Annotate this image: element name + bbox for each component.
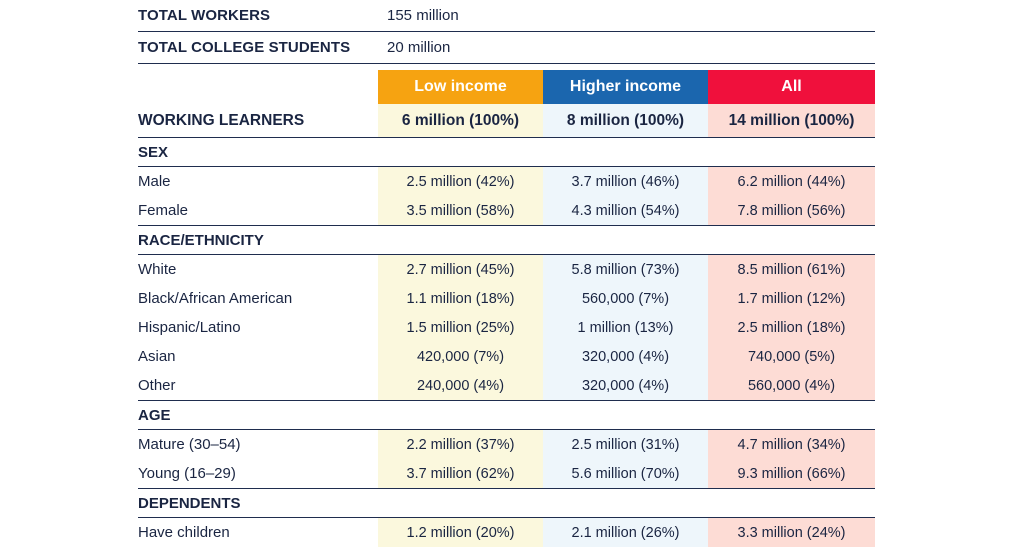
cell-low-income: 240,000 (4%) xyxy=(378,371,543,400)
total-college-students-row: TOTAL COLLEGE STUDENTS 20 million xyxy=(138,32,875,64)
row-label: Have children xyxy=(138,524,230,541)
cell-all: 7.8 million (56%) xyxy=(708,196,875,225)
total-workers-label: TOTAL WORKERS xyxy=(138,7,271,24)
cell-higher-income: 2.5 million (31%) xyxy=(543,430,708,459)
section-header: DEPENDENTS xyxy=(138,488,875,518)
cell-low-income: 1.1 million (18%) xyxy=(378,284,543,313)
cell-low-income: 6 million (100%) xyxy=(378,104,543,137)
cell-higher-income: 4.3 million (54%) xyxy=(543,196,708,225)
cell-all: 8.5 million (61%) xyxy=(708,255,875,284)
section-header: RACE/ETHNICITY xyxy=(138,225,875,255)
total-college-students-label: TOTAL COLLEGE STUDENTS xyxy=(138,39,351,56)
table-row: Black/African American 1.1 million (18%) 5… xyxy=(138,284,875,313)
cell-low-income: 420,000 (7%) xyxy=(378,342,543,371)
row-label: Other xyxy=(138,377,176,394)
table-row: Hispanic/Latino 1.5 million (25%) 1 millio… xyxy=(138,313,875,342)
cell-all: 2.5 million (18%) xyxy=(708,313,875,342)
cell-higher-income: 1 million (13%) xyxy=(543,313,708,342)
cell-higher-income: 560,000 (7%) xyxy=(543,284,708,313)
total-workers-value: 155 million xyxy=(387,7,459,24)
cell-all: 4.7 million (34%) xyxy=(708,430,875,459)
column-header-row: Low income Higher income All xyxy=(138,70,875,104)
cell-all: 9.3 million (66%) xyxy=(708,459,875,488)
section-header: SEX xyxy=(138,137,875,167)
total-workers-row: TOTAL WORKERS 155 million xyxy=(138,0,875,32)
row-label: White xyxy=(138,261,177,278)
cell-higher-income: 320,000 (4%) xyxy=(543,371,708,400)
working-learners-row: WORKING LEARNERS 6 million (100%) 8 mill… xyxy=(138,104,875,137)
table-row: Other 240,000 (4%) 320,000 (4%) 560,000 (4%… xyxy=(138,371,875,400)
column-header-all: All xyxy=(708,70,875,104)
row-label: Young (16–29) xyxy=(138,465,236,482)
table-row: Mature (30–54) 2.2 million (37%) 2.5 milli… xyxy=(138,430,875,459)
cell-low-income: 3.7 million (62%) xyxy=(378,459,543,488)
column-header-low-income: Low income xyxy=(378,70,543,104)
cell-low-income: 1.2 million (20%) xyxy=(378,518,543,547)
working-learners-table: TOTAL WORKERS 155 million TOTAL COLLEGE … xyxy=(138,0,875,547)
table-row: Have children 1.2 million (20%) 2.1 millio… xyxy=(138,518,875,547)
cell-all: 3.3 million (24%) xyxy=(708,518,875,547)
row-label: WORKING LEARNERS xyxy=(138,111,305,129)
row-label: Mature (30–54) xyxy=(138,436,241,453)
cell-higher-income: 320,000 (4%) xyxy=(543,342,708,371)
cell-all: 740,000 (5%) xyxy=(708,342,875,371)
cell-low-income: 2.5 million (42%) xyxy=(378,167,543,196)
table-row: Young (16–29) 3.7 million (62%) 5.6 millio… xyxy=(138,459,875,488)
cell-low-income: 2.2 million (37%) xyxy=(378,430,543,459)
table-row: White 2.7 million (45%) 5.8 million (73%) 8… xyxy=(138,255,875,284)
cell-all: 6.2 million (44%) xyxy=(708,167,875,196)
cell-all: 14 million (100%) xyxy=(708,104,875,137)
row-label: Hispanic/Latino xyxy=(138,319,241,336)
table-row: Female 3.5 million (58%) 4.3 million (54%)… xyxy=(138,196,875,225)
table-sections: SEX Male 2.5 million (42%) 3.7 million (46%… xyxy=(138,137,875,547)
section-header: AGE xyxy=(138,400,875,430)
cell-low-income: 3.5 million (58%) xyxy=(378,196,543,225)
table-row: Male 2.5 million (42%) 3.7 million (46%) 6.… xyxy=(138,167,875,196)
cell-low-income: 2.7 million (45%) xyxy=(378,255,543,284)
table-row: Asian 420,000 (7%) 320,000 (4%) 740,000 (5%… xyxy=(138,342,875,371)
row-label: Black/African American xyxy=(138,290,293,307)
cell-higher-income: 2.1 million (26%) xyxy=(543,518,708,547)
cell-low-income: 1.5 million (25%) xyxy=(378,313,543,342)
cell-all: 1.7 million (12%) xyxy=(708,284,875,313)
total-college-students-value: 20 million xyxy=(387,39,451,56)
cell-higher-income: 5.6 million (70%) xyxy=(543,459,708,488)
column-header-higher-income: Higher income xyxy=(543,70,708,104)
row-label: Asian xyxy=(138,348,176,365)
cell-higher-income: 5.8 million (73%) xyxy=(543,255,708,284)
cell-all: 560,000 (4%) xyxy=(708,371,875,400)
cell-higher-income: 3.7 million (46%) xyxy=(543,167,708,196)
row-label: Female xyxy=(138,202,189,219)
cell-higher-income: 8 million (100%) xyxy=(543,104,708,137)
row-label: Male xyxy=(138,173,171,190)
